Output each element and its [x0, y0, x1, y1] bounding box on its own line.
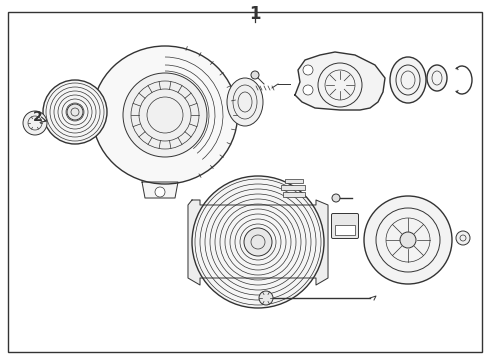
FancyBboxPatch shape	[332, 213, 359, 238]
Circle shape	[23, 111, 47, 135]
Circle shape	[332, 194, 340, 202]
Text: 2: 2	[33, 110, 43, 124]
Polygon shape	[188, 200, 328, 285]
Polygon shape	[295, 52, 385, 110]
Circle shape	[303, 85, 313, 95]
Bar	[281, 185, 305, 190]
Circle shape	[67, 104, 83, 120]
Bar	[335, 225, 355, 235]
Circle shape	[259, 291, 273, 305]
Circle shape	[251, 71, 259, 79]
Circle shape	[364, 196, 452, 284]
Circle shape	[192, 176, 324, 308]
Circle shape	[456, 231, 470, 245]
Circle shape	[400, 232, 416, 248]
Ellipse shape	[93, 46, 238, 184]
Circle shape	[43, 80, 107, 144]
Circle shape	[155, 187, 165, 197]
Bar	[285, 179, 303, 183]
Circle shape	[303, 65, 313, 75]
Ellipse shape	[427, 65, 447, 91]
Polygon shape	[85, 101, 98, 129]
Circle shape	[88, 110, 98, 120]
Text: 1: 1	[249, 5, 261, 23]
Ellipse shape	[390, 57, 426, 103]
Circle shape	[244, 228, 272, 256]
Bar	[283, 192, 305, 197]
Circle shape	[123, 73, 207, 157]
Polygon shape	[142, 182, 178, 198]
Ellipse shape	[227, 78, 263, 126]
